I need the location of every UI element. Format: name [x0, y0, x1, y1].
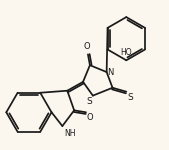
- Text: O: O: [84, 42, 90, 51]
- Text: O: O: [87, 113, 94, 122]
- Text: NH: NH: [64, 129, 76, 138]
- Text: HO: HO: [120, 48, 132, 57]
- Text: S: S: [86, 97, 92, 106]
- Text: S: S: [127, 93, 133, 102]
- Text: N: N: [108, 68, 114, 76]
